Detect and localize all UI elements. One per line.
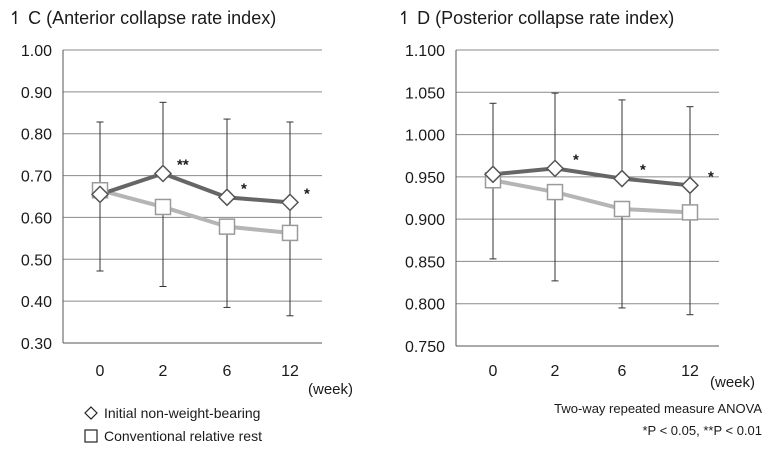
series-line-square <box>492 178 691 215</box>
significance-mark: ** <box>177 156 189 173</box>
y-tick-label: 0.950 <box>405 170 445 187</box>
legend-diamond-marker <box>84 406 98 420</box>
panel-d-x-tick-labels: 0 2 6 12 <box>489 363 699 380</box>
data-point-square <box>681 204 699 221</box>
chart-panel-d: ↿ D (Posterior collapse rate index) 0.75… <box>397 8 755 391</box>
legend-item-initial-non-weight-bearing: Initial non-weight-bearing <box>84 405 260 421</box>
panel-c-y-tick-labels: 0.30 0.40 0.50 0.60 0.70 0.80 0.90 1.00 <box>21 43 52 353</box>
x-tick-label: 2 <box>551 363 560 380</box>
panel-c-title-text: C (Anterior collapse rate index) <box>28 8 276 28</box>
significance-mark: * <box>573 151 579 168</box>
panel-d-gridlines <box>455 49 719 347</box>
panel-c-title-mark: ↿ <box>8 8 28 28</box>
panel-d-y-tick-labels: 0.750 0.800 0.850 0.900 0.950 1.000 1.050 1.100 <box>405 43 445 356</box>
data-point-diamond <box>90 185 110 204</box>
statistics-method-note: Two-way repeated measure ANOVA <box>554 401 762 416</box>
data-point-diamond <box>483 165 503 184</box>
panel-c-series-lines <box>99 171 291 235</box>
significance-mark: * <box>304 185 310 202</box>
panel-d-title: ↿ D (Posterior collapse rate index) <box>397 8 674 28</box>
data-point-diamond <box>545 159 565 178</box>
y-tick-label: 0.40 <box>21 294 52 311</box>
panel-d-significance-marks: * * * <box>573 151 714 185</box>
significance-mark: * <box>640 162 646 179</box>
legend: Initial non-weight-bearing Conventional … <box>84 405 262 444</box>
panel-d-markers <box>483 159 700 221</box>
data-point-square <box>281 224 299 242</box>
panel-c-gridlines <box>62 49 322 344</box>
data-point-square <box>546 183 564 201</box>
x-tick-label: 0 <box>96 363 105 380</box>
y-tick-label: 0.50 <box>21 252 52 269</box>
panel-d-series-lines <box>492 166 691 215</box>
y-tick-label: 0.80 <box>21 127 52 144</box>
y-tick-label: 1.00 <box>21 43 52 60</box>
y-tick-label: 0.750 <box>405 339 445 356</box>
data-point-diamond <box>280 193 300 212</box>
legend-square-marker <box>84 429 98 443</box>
x-tick-label: 12 <box>281 363 299 380</box>
panel-d-title-mark: ↿ <box>397 8 417 28</box>
chart-panel-c: ↿ C (Anterior collapse rate index) 0.300… <box>8 8 353 398</box>
panel-c-title: ↿ C (Anterior collapse rate index) <box>8 8 276 28</box>
x-tick-label: 6 <box>618 363 627 380</box>
significance-mark: * <box>241 180 247 197</box>
y-tick-label: 0.90 <box>21 85 52 102</box>
significance-key-note: *P < 0.05, **P < 0.01 <box>642 423 762 438</box>
panel-c-error-bars <box>96 101 294 317</box>
panel-c-significance-marks: *** * <box>177 156 310 202</box>
legend-label: Conventional relative rest <box>104 428 262 444</box>
data-point-diamond <box>217 188 237 207</box>
legend-label: Initial non-weight-bearing <box>104 405 260 421</box>
data-point-diamond <box>612 169 632 188</box>
y-tick-label: 0.70 <box>21 169 52 186</box>
panel-d-x-unit: (week) <box>710 374 755 391</box>
panel-d-error-bars <box>489 92 694 316</box>
series-line-diamond <box>99 171 291 205</box>
y-tick-label: 0.900 <box>405 212 445 229</box>
y-tick-label: 0.30 <box>21 336 52 353</box>
significance-mark: * <box>708 168 714 185</box>
y-tick-label: 1.050 <box>405 85 445 102</box>
data-point-diamond <box>680 176 700 195</box>
y-tick-label: 0.800 <box>405 297 445 314</box>
data-point-square <box>218 218 236 235</box>
y-tick-label: 0.60 <box>21 210 52 227</box>
panel-c-markers <box>90 164 300 242</box>
panel-c-x-tick-labels: 0 2 6 12 <box>96 363 299 380</box>
x-tick-label: 0 <box>489 363 498 380</box>
y-tick-label: 0.850 <box>405 254 445 271</box>
data-point-square <box>154 198 172 216</box>
panel-d-title-text: D (Posterior collapse rate index) <box>417 8 674 28</box>
legend-item-conventional-relative-rest: Conventional relative rest <box>84 428 262 444</box>
y-tick-label: 1.100 <box>405 43 445 60</box>
panel-c-x-unit: (week) <box>308 381 353 398</box>
x-tick-label: 6 <box>223 363 232 380</box>
data-point-square <box>613 200 631 218</box>
x-tick-label: 12 <box>681 363 699 380</box>
series-line-diamond <box>492 166 691 188</box>
data-point-diamond <box>153 164 173 183</box>
x-tick-label: 2 <box>159 363 168 380</box>
y-tick-label: 1.000 <box>405 128 445 145</box>
series-line-square <box>99 188 291 235</box>
